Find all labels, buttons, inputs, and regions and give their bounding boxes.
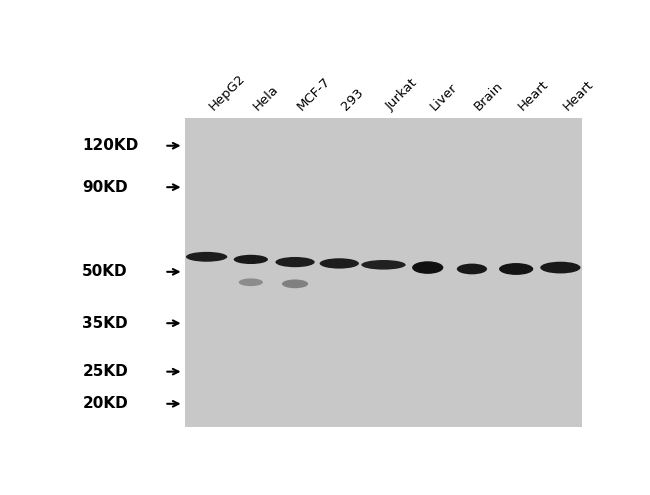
Text: 120KD: 120KD [83,138,138,153]
Text: Heart: Heart [560,77,596,113]
Ellipse shape [540,262,580,273]
Ellipse shape [412,261,443,274]
Ellipse shape [186,252,227,262]
Text: 90KD: 90KD [83,180,128,195]
Text: Heart: Heart [516,77,551,113]
Ellipse shape [239,278,263,286]
Ellipse shape [457,264,487,274]
Text: 293: 293 [339,86,367,113]
Text: 50KD: 50KD [83,264,128,279]
Text: MCF-7: MCF-7 [295,74,333,113]
Text: 25KD: 25KD [83,364,128,379]
Text: Brain: Brain [472,79,506,113]
Text: 20KD: 20KD [83,396,128,411]
Ellipse shape [361,260,406,270]
Ellipse shape [499,263,533,275]
Text: Liver: Liver [428,81,460,113]
Text: Hela: Hela [251,82,281,113]
Ellipse shape [282,280,308,288]
Bar [185,118,582,427]
Text: Jurkat: Jurkat [384,76,420,113]
Text: 35KD: 35KD [83,316,128,331]
Ellipse shape [234,255,268,264]
Ellipse shape [276,257,315,267]
Text: HepG2: HepG2 [207,71,248,113]
Ellipse shape [320,258,359,269]
